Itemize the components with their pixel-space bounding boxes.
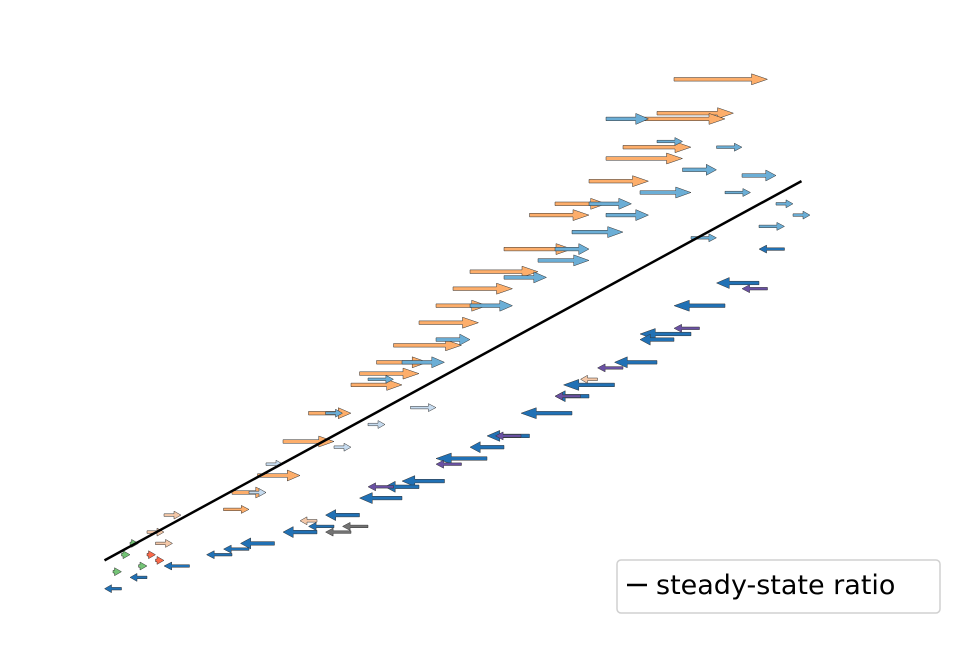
velocity-arrow-5-0 xyxy=(341,521,369,531)
velocity-arrow-0-12 xyxy=(418,316,480,329)
velocity-arrow-0-10 xyxy=(452,282,514,295)
velocity-arrow-1-11 xyxy=(367,374,395,384)
velocity-arrow-1-6 xyxy=(537,254,590,267)
velocity-arrow-0-13 xyxy=(393,339,463,352)
velocity-arrow-7-1 xyxy=(121,550,131,560)
velocity-arrow-1-14 xyxy=(775,199,794,209)
velocity-arrow-1-0 xyxy=(741,169,777,182)
velocity-arrow-0-9 xyxy=(469,265,539,278)
velocity-arrow-7-2 xyxy=(138,561,148,571)
velocity-arrow-0-2 xyxy=(639,113,726,125)
velocity-arrow-3-22 xyxy=(222,544,250,554)
velocity-arrow-0-11 xyxy=(435,299,488,312)
velocity-arrow-1-8 xyxy=(469,299,514,312)
legend-label: steady-state ratio xyxy=(656,570,895,601)
velocity-arrow-5-1 xyxy=(324,527,352,537)
velocity-arrow-3-17 xyxy=(639,333,675,346)
plot-area xyxy=(103,73,811,594)
velocity-arrow-3-13 xyxy=(205,550,233,560)
velocity-arrow-1-7 xyxy=(503,271,548,284)
velocity-arrow-4-6 xyxy=(367,482,394,492)
velocity-arrow-0-21 xyxy=(223,504,250,514)
velocity-arrow-1-15 xyxy=(792,210,811,220)
velocity-arrow-2-3 xyxy=(410,403,437,413)
velocity-arrow-1-4 xyxy=(605,209,650,221)
velocity-arrow-6-3 xyxy=(579,374,598,384)
velocity-arrow-1-17 xyxy=(716,142,743,152)
velocity-arrow-0-5 xyxy=(588,175,650,188)
velocity-arrow-0-8 xyxy=(503,243,573,255)
velocity-arrow-3-19 xyxy=(469,441,505,454)
velocity-arrow-2-2 xyxy=(367,420,386,429)
velocity-arrow-1-3 xyxy=(639,186,692,199)
velocity-arrow-1-21 xyxy=(588,197,633,210)
velocity-arrow-3-8 xyxy=(401,475,445,487)
velocity-arrow-4-3 xyxy=(554,391,581,401)
velocity-arrow-2-4 xyxy=(248,488,267,497)
velocity-arrow-1-9 xyxy=(435,333,471,346)
velocity-arrow-3-14 xyxy=(163,561,190,571)
velocity-arrow-3-11 xyxy=(282,526,318,539)
velocity-arrow-1-12 xyxy=(325,408,344,418)
velocity-arrow-1-20 xyxy=(554,243,590,256)
velocity-arrow-2-1 xyxy=(333,442,352,452)
velocity-arrow-3-15 xyxy=(129,572,148,582)
velocity-arrow-1-19 xyxy=(656,137,684,146)
velocity-arrow-3-16 xyxy=(103,584,122,594)
velocity-arrow-1-2 xyxy=(682,163,718,176)
velocity-arrow-0-3 xyxy=(622,141,692,154)
velocity-arrow-3-5 xyxy=(520,407,573,420)
velocity-arrow-0-15 xyxy=(359,367,420,380)
velocity-arrow-0-19 xyxy=(257,469,301,482)
velocity-arrow-3-21 xyxy=(307,521,335,531)
velocity-arrow-4-4 xyxy=(494,431,522,441)
velocity-arrow-6-0 xyxy=(163,510,182,520)
velocity-arrow-0-1 xyxy=(656,107,735,120)
velocity-arrow-0-16 xyxy=(350,379,403,391)
velocity-arrow-3-12 xyxy=(239,537,275,550)
velocity-arrow-3-1 xyxy=(673,299,726,312)
velocity-arrow-0-7 xyxy=(529,209,590,221)
legend-box xyxy=(616,559,941,614)
velocity-arrow-1-16 xyxy=(758,221,786,231)
velocity-arrow-4-5 xyxy=(435,459,462,469)
velocity-arrow-6-4 xyxy=(299,516,318,526)
velocity-arrow-1-1 xyxy=(724,188,752,197)
velocity-arrow-3-3 xyxy=(613,356,658,369)
velocity-arrow-7-3 xyxy=(112,567,123,577)
velocity-arrow-0-18 xyxy=(282,435,335,448)
velocity-arrow-4-1 xyxy=(673,323,700,333)
velocity-arrow-1-5 xyxy=(571,226,624,238)
legend: steady-state ratio xyxy=(616,559,941,614)
velocity-arrow-0-4 xyxy=(605,152,684,165)
velocity-arrow-1-18 xyxy=(605,113,650,125)
velocity-arrow-4-2 xyxy=(596,363,624,373)
velocity-arrow-8-1 xyxy=(155,555,165,565)
velocity-arrow-3-4 xyxy=(562,379,615,391)
velocity-arrow-3-9 xyxy=(358,492,403,504)
velocity-arrow-1-10 xyxy=(401,356,446,369)
velocity-arrow-3-23 xyxy=(758,244,785,254)
velocity-arrow-8-0 xyxy=(146,550,157,560)
velocity-arrow-0-6 xyxy=(554,197,607,210)
velocity-arrow-3-20 xyxy=(384,480,420,493)
velocity-arrow-6-2 xyxy=(155,538,174,548)
velocity-arrow-4-0 xyxy=(741,284,768,294)
velocity-arrow-3-10 xyxy=(324,509,360,522)
velocity-arrow-0-0 xyxy=(673,73,769,86)
velocity-arrow-3-0 xyxy=(715,277,760,289)
steady-state-line xyxy=(103,180,803,562)
